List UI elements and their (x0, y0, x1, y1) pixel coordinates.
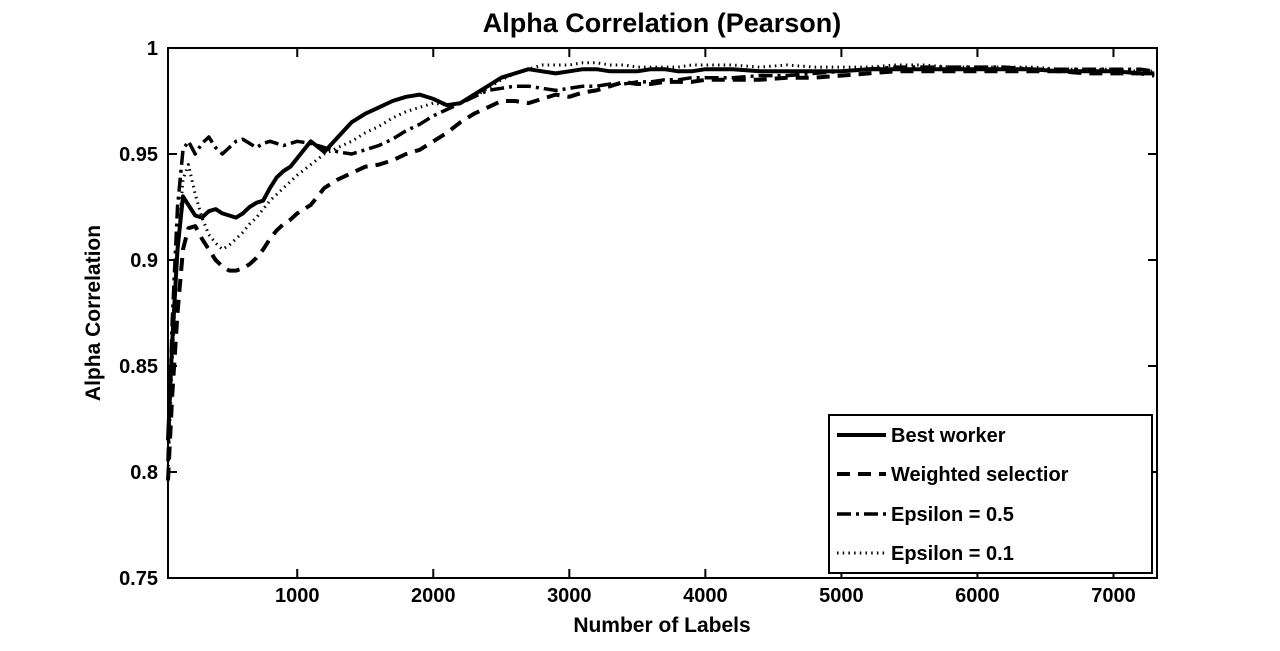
y-tick-label: 0.85 (119, 356, 158, 378)
x-tick-label: 6000 (955, 585, 1000, 607)
legend-label-epsilon-01: Epsilon = 0.1 (891, 543, 1014, 565)
axes-frame (167, 47, 1158, 579)
x-tick-label: 5000 (819, 585, 864, 607)
y-tick-label: 0.95 (119, 144, 158, 166)
y-tick-label: 1 (147, 38, 158, 60)
series-line-0 (166, 67, 1155, 441)
y-axis-label: Alpha Correlation (82, 225, 105, 401)
x-tick-label: 7000 (1091, 585, 1136, 607)
legend-box (828, 414, 1153, 574)
x-tick-label: 2000 (411, 585, 456, 607)
legend-label-best-worker: Best worker (891, 425, 1006, 447)
legend-label-weighted-selection: Weighted selectior (891, 464, 1069, 486)
x-tick-label: 1000 (275, 585, 320, 607)
legend: Best worker Weighted selectior Epsilon =… (828, 414, 1153, 574)
y-tick-label: 0.75 (119, 568, 158, 590)
plot-area: 1000 2000 3000 4000 5000 6000 7000 0.75 0.8 0.85 0… (119, 38, 1157, 607)
series-line-3 (166, 61, 1155, 473)
legend-label-epsilon-05: Epsilon = 0.5 (891, 504, 1014, 526)
x-tick-label: 3000 (547, 585, 592, 607)
series-line-1 (166, 69, 1155, 481)
y-tick-label: 0.9 (130, 250, 158, 272)
x-tick-label: 4000 (683, 585, 728, 607)
x-axis-label: Number of Labels (573, 614, 750, 637)
chart-title: Alpha Correlation (Pearson) (483, 8, 842, 38)
y-tick-label: 0.8 (130, 462, 158, 484)
